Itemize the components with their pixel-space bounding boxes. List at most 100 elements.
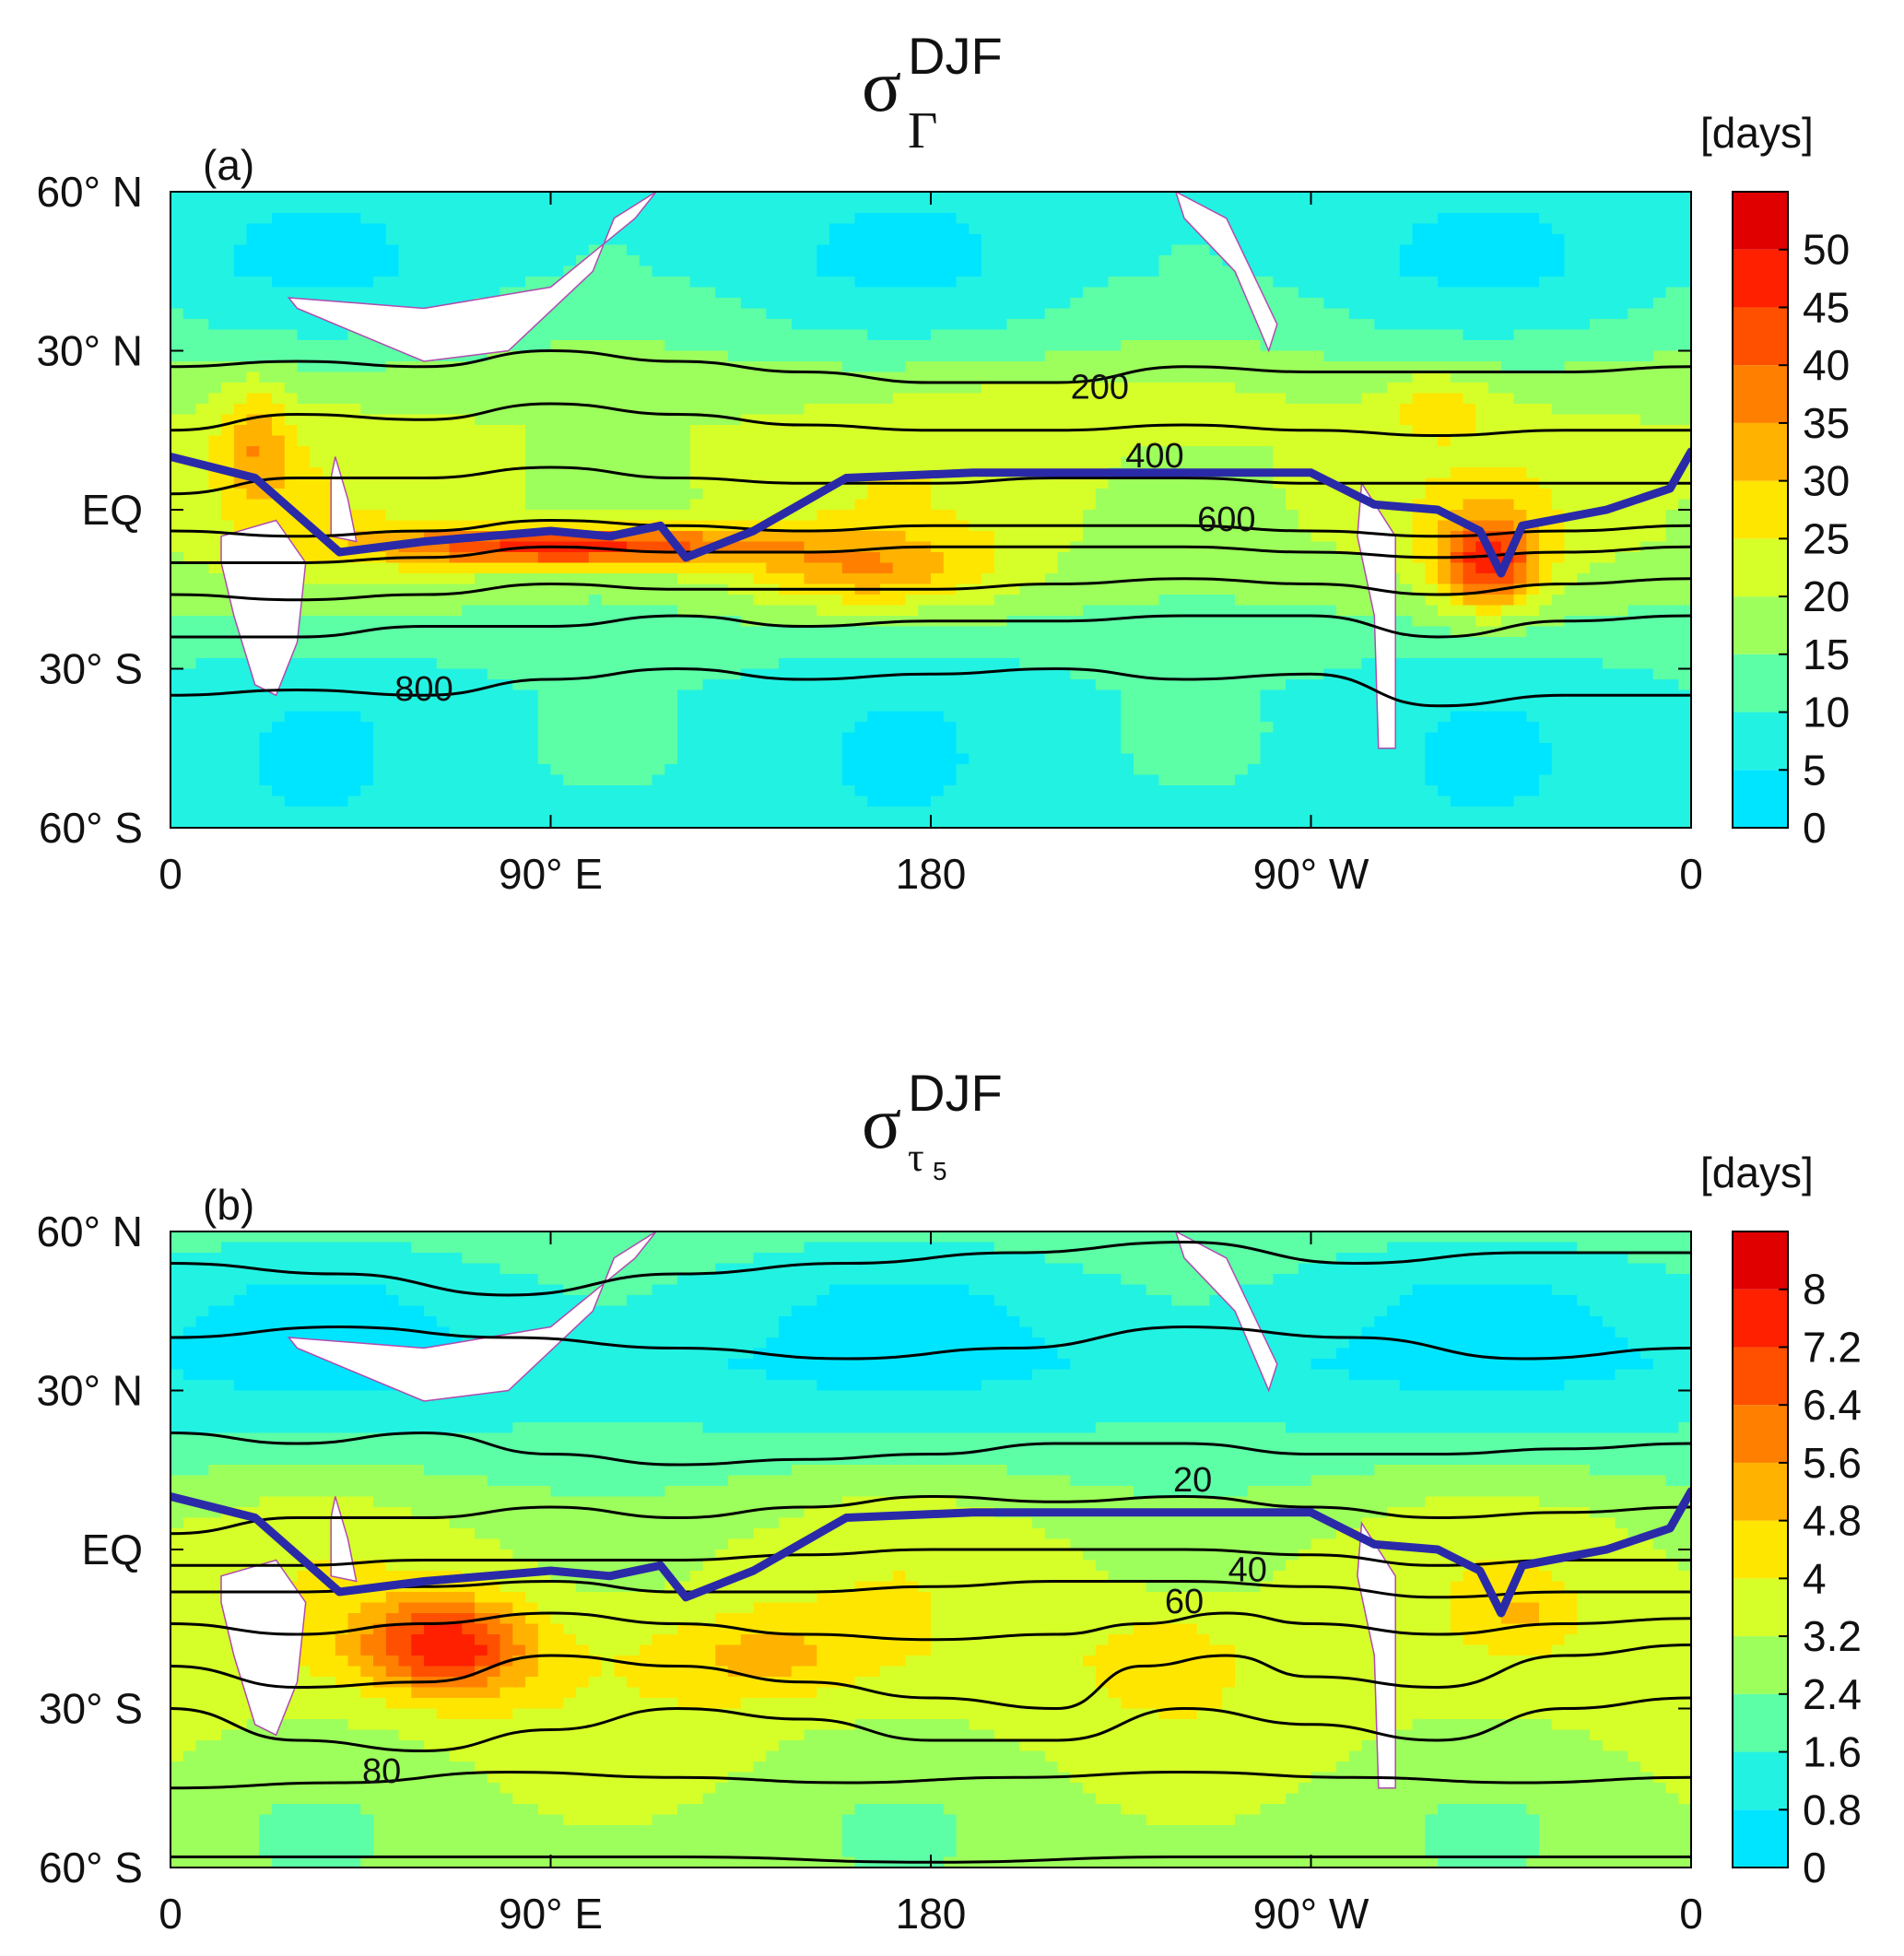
field-cell xyxy=(272,350,286,362)
field-cell xyxy=(804,383,817,395)
field-cell xyxy=(1171,595,1185,607)
field-cell xyxy=(804,425,817,437)
field-cell xyxy=(1526,552,1540,564)
field-cell xyxy=(1399,393,1414,405)
field-cell xyxy=(182,383,197,395)
field-cell xyxy=(1374,234,1388,246)
field-cell xyxy=(1438,520,1452,532)
field-cell xyxy=(1463,393,1476,405)
field-cell xyxy=(272,329,286,341)
field-cell xyxy=(943,223,958,235)
field-cell xyxy=(943,510,958,522)
field-cell xyxy=(1399,425,1414,437)
field-cell xyxy=(1348,340,1363,352)
field-cell xyxy=(905,414,919,426)
field-cell xyxy=(702,265,716,277)
field-cell xyxy=(208,192,222,204)
field-cell xyxy=(766,371,780,383)
field-cell xyxy=(1551,255,1566,267)
field-cell xyxy=(550,616,564,628)
field-cell xyxy=(221,287,235,299)
field-cell xyxy=(1235,552,1249,564)
field-cell xyxy=(981,383,995,395)
field-cell xyxy=(1070,202,1084,214)
field-cell xyxy=(1577,255,1591,267)
field-cell xyxy=(195,329,209,341)
field-cell xyxy=(1628,446,1641,458)
field-cell xyxy=(576,562,590,574)
field-cell xyxy=(1286,541,1299,553)
field-cell xyxy=(1222,605,1236,617)
field-cell xyxy=(854,446,868,458)
field-cell xyxy=(1158,595,1172,607)
field-cell xyxy=(1488,435,1502,447)
field-cell xyxy=(880,393,894,405)
field-cell xyxy=(1070,350,1084,362)
field-cell xyxy=(841,562,856,574)
field-cell xyxy=(993,531,1008,543)
field-cell xyxy=(677,605,691,617)
field-cell xyxy=(360,287,374,299)
field-cell xyxy=(182,393,197,405)
field-cell xyxy=(1032,456,1046,468)
field-cell xyxy=(601,244,615,256)
field-cell xyxy=(1196,435,1211,447)
field-cell xyxy=(1564,287,1578,299)
field-cell xyxy=(664,213,678,225)
field-cell xyxy=(221,425,235,437)
field-cell xyxy=(1425,446,1439,458)
field-cell xyxy=(779,213,793,225)
field-cell xyxy=(537,562,552,574)
field-cell xyxy=(1665,308,1679,320)
field-cell xyxy=(1121,244,1134,256)
field-cell xyxy=(829,573,843,585)
field-cell xyxy=(259,223,273,235)
field-cell xyxy=(740,510,755,522)
field-cell xyxy=(1425,573,1439,585)
field-cell xyxy=(1209,531,1223,543)
field-cell xyxy=(753,213,767,225)
field-cell xyxy=(1095,552,1110,564)
field-cell xyxy=(1488,520,1502,532)
field-cell xyxy=(740,255,755,267)
field-cell xyxy=(436,435,451,447)
field-cell xyxy=(943,308,958,320)
field-cell xyxy=(892,404,907,416)
field-cell xyxy=(829,552,843,564)
field-cell xyxy=(1500,298,1515,310)
field-cell xyxy=(1184,552,1198,564)
field-cell xyxy=(854,626,868,638)
field-cell xyxy=(841,393,856,405)
field-cell xyxy=(1235,223,1249,235)
field-cell xyxy=(1577,265,1591,277)
field-cell xyxy=(1032,298,1046,310)
field-cell xyxy=(1652,383,1667,395)
field-cell xyxy=(677,361,691,373)
field-cell xyxy=(347,489,361,501)
field-cell xyxy=(1513,383,1527,395)
field-cell xyxy=(779,244,793,256)
field-cell xyxy=(689,404,704,416)
field-cell xyxy=(614,414,628,426)
field-cell xyxy=(1577,340,1591,352)
field-cell xyxy=(639,616,653,628)
field-cell xyxy=(1438,319,1452,331)
field-cell xyxy=(880,265,894,277)
field-cell xyxy=(1590,202,1604,214)
field-cell xyxy=(537,552,552,564)
field-cell xyxy=(689,277,704,289)
field-cell xyxy=(1273,573,1287,585)
field-cell xyxy=(1336,531,1350,543)
field-cell xyxy=(969,202,982,214)
field-cell xyxy=(310,350,323,362)
field-cell xyxy=(1235,595,1249,607)
field-cell xyxy=(1652,202,1667,214)
field-cell xyxy=(677,350,691,362)
field-cell xyxy=(335,202,349,214)
field-cell xyxy=(550,361,564,373)
field-cell xyxy=(1361,340,1375,352)
field-cell xyxy=(1564,499,1578,511)
field-cell xyxy=(550,477,564,489)
field-cell xyxy=(1652,244,1667,256)
field-cell xyxy=(867,446,881,458)
